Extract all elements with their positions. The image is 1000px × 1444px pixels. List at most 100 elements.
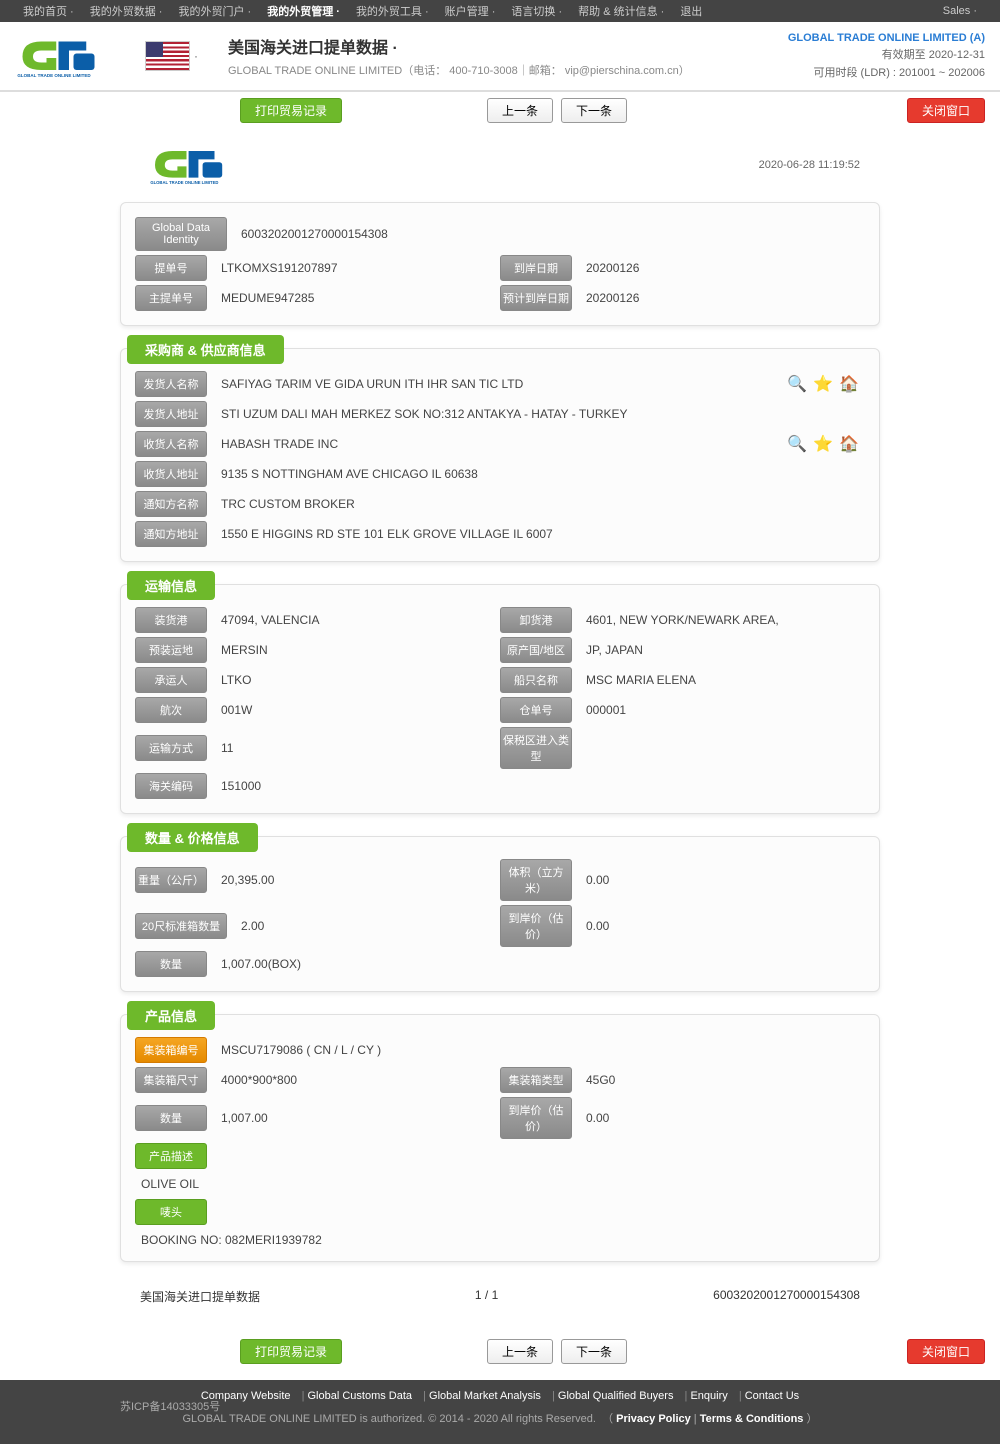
search-icon[interactable]: 🔍 bbox=[787, 434, 807, 454]
label: 集装箱编号 bbox=[135, 1037, 207, 1063]
search-icon[interactable]: 🔍 bbox=[787, 374, 807, 394]
label: 提单号 bbox=[135, 255, 207, 281]
value-volume: 0.00 bbox=[586, 873, 865, 887]
top-nav: 我的首页 · 我的外贸数据 · 我的外贸门户 · 我的外贸管理 · 我的外贸工具… bbox=[0, 0, 1000, 22]
label: 预装运地 bbox=[135, 637, 207, 663]
page-title: 美国海关进口提单数据 · bbox=[228, 34, 690, 58]
nav-item[interactable]: 退出 bbox=[672, 3, 710, 19]
home-icon[interactable]: 🏠 bbox=[839, 374, 859, 394]
footer-link[interactable]: Contact Us bbox=[735, 1390, 803, 1402]
section-header: 数量 & 价格信息 bbox=[127, 823, 258, 852]
product-panel: 产品信息 集装箱编号MSCU7179086 ( CN / L / CY ) 集装… bbox=[120, 1014, 880, 1262]
star-icon[interactable]: ⭐ bbox=[813, 374, 833, 394]
value-shipper-addr: STI UZUM DALI MAH MERKEZ SOK NO:312 ANTA… bbox=[221, 407, 865, 421]
doc-footer-page: 1 / 1 bbox=[475, 1288, 498, 1305]
label: 船只名称 bbox=[500, 667, 572, 693]
value-vessel: MSC MARIA ELENA bbox=[586, 673, 865, 687]
value-type: 45G0 bbox=[586, 1073, 865, 1087]
close-button[interactable]: 关闭窗口 bbox=[907, 1339, 985, 1364]
nav-item[interactable]: 我的外贸工具 · bbox=[348, 3, 437, 19]
footer-link[interactable]: Global Customs Data bbox=[298, 1390, 416, 1402]
label: 运输方式 bbox=[135, 735, 207, 761]
flag-dropdown-icon[interactable]: · bbox=[194, 49, 198, 63]
nav-sales[interactable]: Sales · bbox=[935, 5, 985, 17]
nav-item[interactable]: 帮助 & 统计信息 · bbox=[570, 3, 672, 19]
value-notify-addr: 1550 E HIGGINS RD STE 101 ELK GROVE VILL… bbox=[221, 527, 865, 541]
nav-item[interactable]: 我的首页 · bbox=[15, 3, 82, 19]
account-company: GLOBAL TRADE ONLINE LIMITED (A) bbox=[788, 32, 985, 44]
value-manifest: 000001 bbox=[586, 703, 865, 717]
print-button[interactable]: 打印贸易记录 bbox=[240, 1339, 342, 1364]
home-icon[interactable]: 🏠 bbox=[839, 434, 859, 454]
close-button[interactable]: 关闭窗口 bbox=[907, 98, 985, 123]
nav-item[interactable]: 账户管理 · bbox=[437, 3, 504, 19]
value-shipper-name: SAFIYAG TARIM VE GIDA URUN ITH IHR SAN T… bbox=[221, 377, 787, 391]
value-container: MSCU7179086 ( CN / L / CY ) bbox=[221, 1043, 865, 1057]
value-booking: BOOKING NO: 082MERI1939782 bbox=[135, 1229, 865, 1251]
value-voyage: 001W bbox=[221, 703, 500, 717]
page-subtitle: GLOBAL TRADE ONLINE LIMITED（电话： 400-710-… bbox=[228, 62, 690, 78]
toolbar-bottom: 打印贸易记录 上一条 下一条 关闭窗口 bbox=[0, 1333, 1000, 1370]
value-arrival: 20200126 bbox=[586, 261, 865, 275]
label: 仓单号 bbox=[500, 697, 572, 723]
prev-button[interactable]: 上一条 bbox=[487, 1339, 553, 1364]
value-carrier: LTKO bbox=[221, 673, 500, 687]
star-icon[interactable]: ⭐ bbox=[813, 434, 833, 454]
section-header: 产品信息 bbox=[127, 1001, 215, 1030]
label: 卸货港 bbox=[500, 607, 572, 633]
label: 体积（立方米） bbox=[500, 859, 572, 901]
account-valid-until: 有效期至 2020-12-31 bbox=[788, 46, 985, 62]
account-period: 可用时段 (LDR) : 201001 ~ 202006 bbox=[788, 64, 985, 80]
label: 到岸价（估价） bbox=[500, 1097, 572, 1139]
doc-logo: GLOBAL TRADE ONLINE LIMITED bbox=[140, 144, 240, 186]
footer-link[interactable]: Enquiry bbox=[681, 1390, 732, 1402]
section-header: 运输信息 bbox=[127, 571, 215, 600]
value-size: 4000*900*800 bbox=[221, 1073, 500, 1087]
label: 产品描述 bbox=[135, 1143, 207, 1169]
identity-panel: Global Data Identity60032020012700001543… bbox=[120, 202, 880, 326]
label: 到岸价（估价） bbox=[500, 905, 572, 947]
value-description: OLIVE OIL bbox=[135, 1173, 865, 1195]
doc-timestamp: 2020-06-28 11:19:52 bbox=[759, 159, 860, 171]
value-pre-load: MERSIN bbox=[221, 643, 500, 657]
label: 20尺标准箱数量 bbox=[135, 913, 227, 939]
nav-item[interactable]: 我的外贸管理 · bbox=[259, 3, 348, 19]
value-qty: 1,007.00(BOX) bbox=[221, 957, 500, 971]
nav-item[interactable]: 语言切换 · bbox=[503, 3, 570, 19]
svg-text:GLOBAL TRADE ONLINE LIMITED: GLOBAL TRADE ONLINE LIMITED bbox=[150, 180, 218, 185]
value-consignee-name: HABASH TRADE INC bbox=[221, 437, 787, 451]
page-header: GLOBAL TRADE ONLINE LIMITED · 美国海关进口提单数据… bbox=[0, 22, 1000, 92]
footer-privacy-link[interactable]: Privacy Policy bbox=[616, 1413, 691, 1425]
label: 发货人名称 bbox=[135, 371, 207, 397]
value-master: MEDUME947285 bbox=[221, 291, 500, 305]
label: 唛头 bbox=[135, 1199, 207, 1225]
footer-link[interactable]: Global Qualified Buyers bbox=[548, 1390, 677, 1402]
label: 航次 bbox=[135, 697, 207, 723]
section-header: 采购商 & 供应商信息 bbox=[127, 335, 284, 364]
value-cif: 0.00 bbox=[586, 919, 865, 933]
label: 通知方名称 bbox=[135, 491, 207, 517]
toolbar-top: 打印贸易记录 上一条 下一条 关闭窗口 bbox=[0, 92, 1000, 129]
doc-footer-left: 美国海关进口提单数据 bbox=[140, 1288, 260, 1305]
icp-number: 苏ICP备14033305号 bbox=[120, 1398, 220, 1414]
footer-terms-link[interactable]: Terms & Conditions bbox=[700, 1413, 804, 1425]
label: 原产国/地区 bbox=[500, 637, 572, 663]
label: 通知方地址 bbox=[135, 521, 207, 547]
next-button[interactable]: 下一条 bbox=[561, 98, 627, 123]
label: 保税区进入类型 bbox=[500, 727, 572, 769]
value-product-qty: 1,007.00 bbox=[221, 1111, 500, 1125]
print-button[interactable]: 打印贸易记录 bbox=[240, 98, 342, 123]
label: 集装箱类型 bbox=[500, 1067, 572, 1093]
label: 重量（公斤） bbox=[135, 867, 207, 893]
nav-item[interactable]: 我的外贸门户 · bbox=[170, 3, 259, 19]
value-est-arrival: 20200126 bbox=[586, 291, 865, 305]
label: 收货人地址 bbox=[135, 461, 207, 487]
svg-text:GLOBAL TRADE ONLINE LIMITED: GLOBAL TRADE ONLINE LIMITED bbox=[17, 72, 91, 77]
prev-button[interactable]: 上一条 bbox=[487, 98, 553, 123]
footer-link[interactable]: Global Market Analysis bbox=[419, 1390, 545, 1402]
next-button[interactable]: 下一条 bbox=[561, 1339, 627, 1364]
qty-panel: 数量 & 价格信息 重量（公斤）20,395.00 体积（立方米）0.00 20… bbox=[120, 836, 880, 992]
doc-footer-id: 6003202001270000154308 bbox=[713, 1288, 860, 1305]
nav-item[interactable]: 我的外贸数据 · bbox=[82, 3, 171, 19]
doc-footer: 美国海关进口提单数据 1 / 1 6003202001270000154308 bbox=[120, 1280, 880, 1313]
